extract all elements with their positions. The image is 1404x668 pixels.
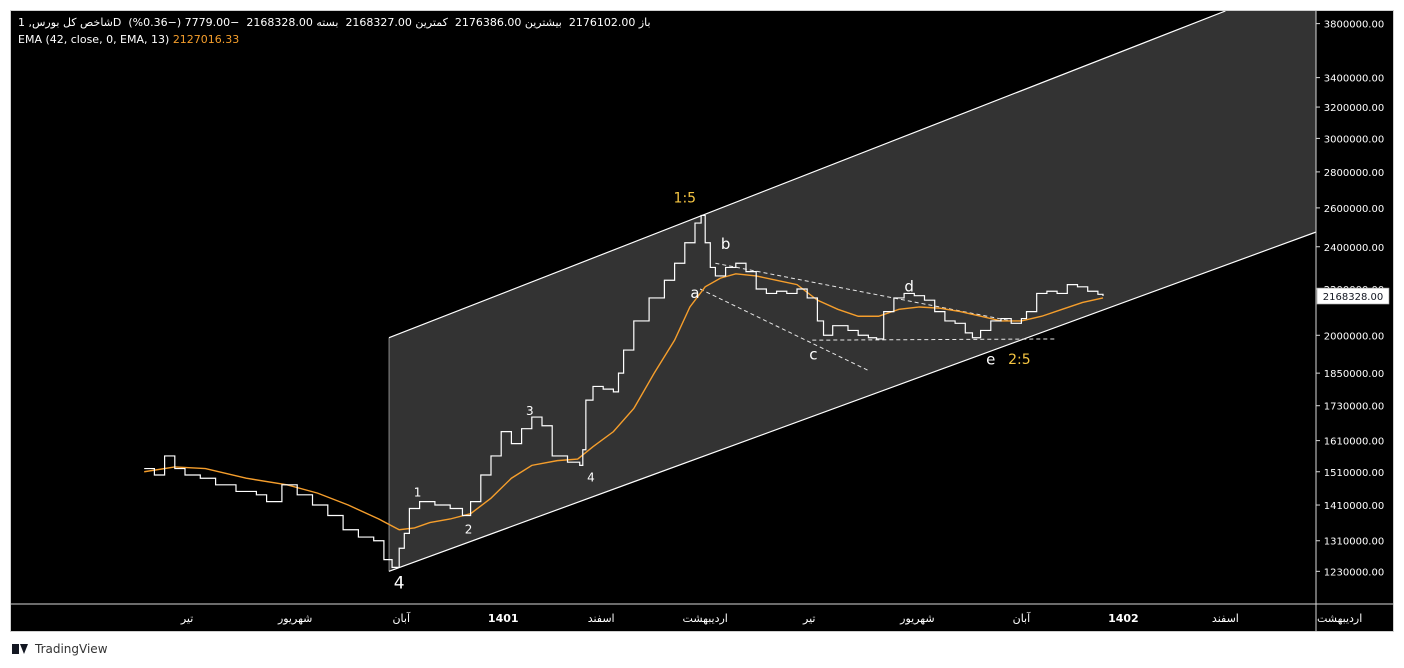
tradingview-logo-icon[interactable] — [12, 644, 29, 654]
change-value: −7779.00 (−0.36%) — [128, 16, 240, 29]
y-tick-label: 2600000.00 — [1324, 204, 1384, 215]
x-tick-label: آبان — [1013, 611, 1031, 625]
y-tick-label: 3400000.00 — [1324, 74, 1384, 85]
wave-label-9: 2 — [465, 522, 473, 536]
x-tick-label: اسفند — [588, 612, 615, 625]
ohlc-header: شاخص کل بورس, 1D باز 2176102.00 بیشترین … — [18, 16, 651, 29]
wave-label-4: c — [809, 346, 817, 364]
y-tick-label: 1510000.00 — [1324, 468, 1384, 479]
low-value: 2168327.00 — [345, 16, 412, 29]
footer: TradingView — [12, 642, 108, 656]
price-line — [144, 214, 1104, 569]
ema-legend[interactable]: EMA (42, close, 0, EMA, 13) 2127016.33 — [18, 33, 239, 46]
y-tick-label: 1410000.00 — [1324, 501, 1384, 512]
x-tick-label: 1401 — [488, 612, 519, 625]
last-price-label: 2168328.00 — [1323, 292, 1383, 303]
wave-label-11: 4 — [587, 471, 595, 485]
x-tick-label: 1402 — [1108, 612, 1139, 625]
x-tick-label: شهریور — [899, 612, 934, 625]
y-tick-label: 3200000.00 — [1324, 103, 1384, 114]
dashed-trendline-1 — [715, 262, 1012, 322]
y-tick-label: 2800000.00 — [1324, 168, 1384, 179]
close-label: بسته — [316, 16, 339, 29]
ema-label: EMA (42, close, 0, EMA, 13) — [18, 33, 170, 46]
y-tick-label: 1230000.00 — [1324, 567, 1384, 578]
y-tick-label: 1730000.00 — [1324, 402, 1384, 413]
high-value: 2176386.00 — [454, 16, 522, 29]
symbol-name[interactable]: شاخص کل بورس, 1D — [18, 16, 122, 29]
x-tick-label: تیر — [802, 612, 815, 625]
y-tick-label: 3800000.00 — [1324, 20, 1384, 31]
x-tick-label: شهریور — [277, 612, 312, 625]
open-label: باز — [638, 16, 651, 29]
y-tick-label: 1610000.00 — [1324, 437, 1384, 448]
y-tick-label: 3000000.00 — [1324, 134, 1384, 145]
x-tick-label: تیر — [180, 612, 193, 625]
wave-label-1: 1:5 — [674, 191, 697, 207]
ema-line — [144, 273, 1104, 531]
wave-label-10: 3 — [526, 404, 534, 418]
x-tick-label: اسفند — [1212, 612, 1239, 625]
channel-upper-line — [388, 11, 1226, 339]
last-price-badge — [1316, 287, 1390, 305]
y-tick-label: 1310000.00 — [1324, 537, 1384, 548]
wave-label-6: e — [986, 351, 995, 369]
dashed-trendline-2 — [699, 288, 869, 371]
wave-label-3: b — [721, 235, 731, 253]
x-tick-label: اردیبهشت — [1317, 612, 1362, 625]
y-tick-label: 2000000.00 — [1324, 331, 1384, 342]
ema-value: 2127016.33 — [172, 33, 240, 46]
wave-label-12: 4 — [394, 573, 405, 593]
channel-lower-line — [388, 231, 1316, 572]
y-tick-label: 1850000.00 — [1324, 369, 1384, 380]
wave-label-2: a — [690, 284, 699, 302]
close-value: 2168328.00 — [246, 16, 313, 29]
open-value: 2176102.00 — [568, 16, 636, 29]
wave-label-5: d — [904, 277, 914, 295]
footer-brand[interactable]: TradingView — [35, 642, 108, 656]
high-label: بیشترین — [524, 16, 562, 29]
x-tick-label: آبان — [392, 611, 410, 625]
wave-label-7: 2:5 — [1008, 352, 1031, 368]
channel-fill — [389, 11, 1316, 572]
low-label: کمترین — [415, 16, 448, 29]
wave-label-8: 1 — [414, 486, 422, 500]
x-tick-label: اردیبهشت — [683, 612, 728, 625]
dashed-trendline-3 — [812, 338, 1058, 341]
y-tick-label: 2400000.00 — [1324, 243, 1384, 254]
